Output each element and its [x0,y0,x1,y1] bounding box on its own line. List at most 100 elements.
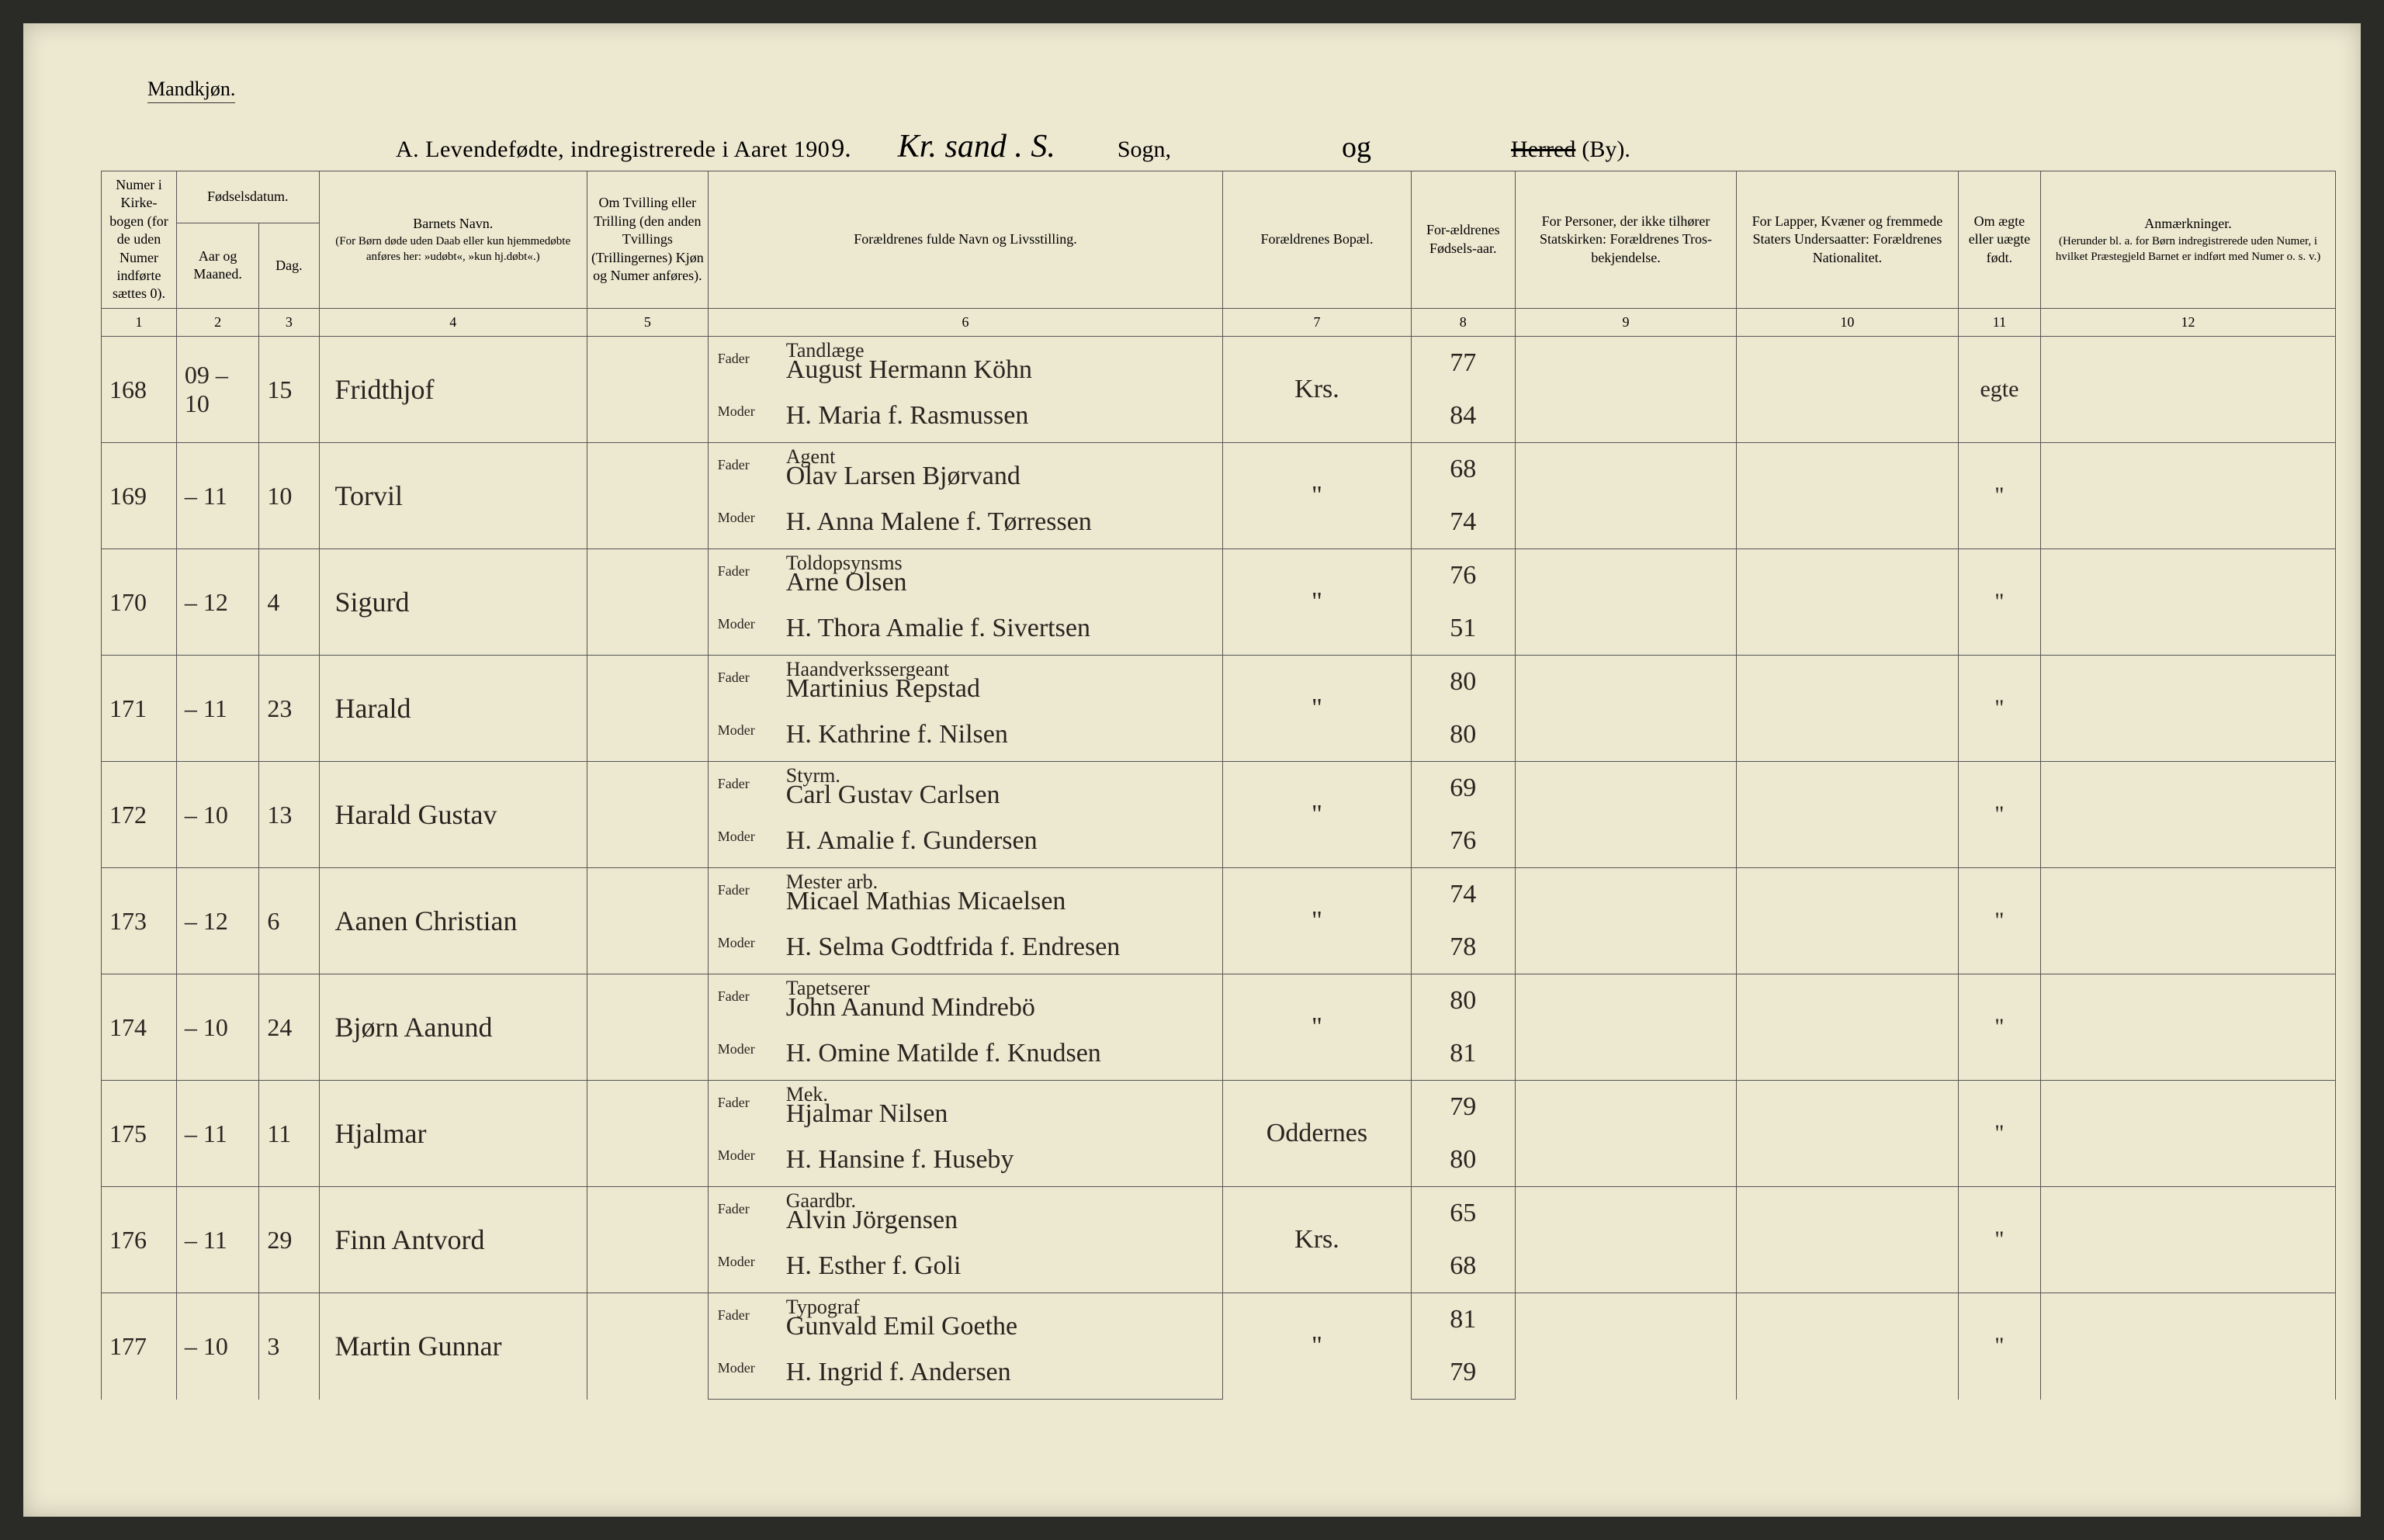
cell-twin [587,656,708,762]
mother-name: H. Ingrid f. Andersen [786,1358,1011,1386]
cell-day: 10 [259,443,319,549]
colnum: 12 [2041,308,2336,336]
role-label-father: Fader [718,563,750,580]
cell-yearmonth: – 10 [176,1293,258,1400]
cell-father: FaderMek.Hjalmar Nilsen [708,1081,1223,1134]
cell-father: FaderToldopsynsmsArne Olsen [708,549,1223,603]
cell-confession [1515,549,1736,656]
table-row: 171– 1123HaraldFaderHaandverkssergeantMa… [102,656,2336,709]
cell-number: 176 [102,1187,177,1293]
cell-mother: ModerH. Kathrine f. Nilsen [708,708,1223,762]
table-row: 169– 1110TorvilFaderAgentOlav Larsen Bjø… [102,443,2336,497]
by-label: (By). [1582,137,1630,163]
cell-remarks [2041,868,2336,974]
father-name: Micael Mathias Micaelsen [786,887,1066,915]
father-name: Gunvald Emil Goethe [786,1312,1017,1341]
cell-childname: Finn Antvord [319,1187,587,1293]
role-label-father: Fader [718,1307,750,1324]
cell-yearmonth: – 11 [176,1187,258,1293]
col-header-childname-sub: (For Børn døde uden Daab eller kun hjemm… [323,234,584,265]
cell-legitimacy: " [1958,762,2040,868]
cell-nationality [1737,868,1959,974]
colnum: 7 [1223,308,1411,336]
cell-childname: Sigurd [319,549,587,656]
cell-twin [587,868,708,974]
cell-residence: Oddernes [1223,1081,1411,1187]
cell-mother: ModerH. Ingrid f. Andersen [708,1346,1223,1400]
role-label-mother: Moder [718,935,755,951]
cell-confession [1515,974,1736,1081]
cell-confession [1515,1293,1736,1400]
cell-mother-birthyear: 78 [1411,921,1515,974]
col-header-residence: Forældrenes Bopæl. [1223,171,1411,309]
cell-mother: ModerH. Anna Malene f. Tørressen [708,496,1223,549]
cell-nationality [1737,1187,1959,1293]
mother-name: H. Maria f. Rasmussen [786,401,1029,430]
cell-father-birthyear: 69 [1411,762,1515,815]
col-header-day: Dag. [259,223,319,308]
col-header-remarks-top: Anmærkninger. [2144,216,2232,231]
cell-legitimacy: " [1958,656,2040,762]
mother-name: H. Hansine f. Huseby [786,1145,1014,1174]
father-name: Olav Larsen Bjørvand [786,462,1020,490]
cell-number: 173 [102,868,177,974]
cell-yearmonth: – 11 [176,656,258,762]
cell-residence: " [1223,1293,1411,1400]
col-header-parentbirth: For-ældrenes Fødsels-aar. [1411,171,1515,309]
cell-twin [587,1081,708,1187]
cell-twin [587,443,708,549]
father-name: Martinius Repstad [786,674,980,703]
cell-remarks [2041,1081,2336,1187]
cell-residence: " [1223,656,1411,762]
title-row: A. Levendefødte, indregistrerede i Aaret… [23,128,2384,165]
col-header-remarks: Anmærkninger. (Herunder bl. a. for Børn … [2041,171,2336,309]
cell-remarks [2041,656,2336,762]
cell-yearmonth: – 11 [176,1081,258,1187]
role-label-father: Fader [718,351,750,367]
role-label-mother: Moder [718,1041,755,1057]
cell-childname: Martin Gunnar [319,1293,587,1400]
cell-number: 170 [102,549,177,656]
cell-father: FaderHaandverkssergeantMartinius Repstad [708,656,1223,709]
cell-number: 171 [102,656,177,762]
cell-legitimacy: " [1958,974,2040,1081]
cell-residence: " [1223,549,1411,656]
role-label-father: Fader [718,457,750,473]
cell-twin [587,1187,708,1293]
cell-day: 4 [259,549,319,656]
cell-confession [1515,656,1736,762]
cell-father: FaderMester arb.Micael Mathias Micaelsen [708,868,1223,922]
colnum: 3 [259,308,319,336]
father-name: John Aanund Mindrebö [786,993,1035,1022]
cell-mother-birthyear: 68 [1411,1240,1515,1293]
table-row: 174– 1024Bjørn AanundFaderTapetsererJohn… [102,974,2336,1028]
col-header-twin: Om Tvilling eller Trilling (den anden Tv… [587,171,708,309]
title-prefix: A. Levendefødte, indregistrerede i Aaret… [396,137,830,163]
cell-mother-birthyear: 74 [1411,496,1515,549]
cell-number: 177 [102,1293,177,1400]
cell-father-birthyear: 80 [1411,974,1515,1028]
cell-number: 169 [102,443,177,549]
cell-father: FaderStyrm.Carl Gustav Carlsen [708,762,1223,815]
cell-mother-birthyear: 80 [1411,708,1515,762]
col-header-nationality: For Lapper, Kvæner og fremmede Staters U… [1737,171,1959,309]
cell-mother: ModerH. Selma Godtfrida f. Endresen [708,921,1223,974]
cell-residence: " [1223,762,1411,868]
column-number-row: 1 2 3 4 5 6 7 8 9 10 11 12 [102,308,2336,336]
cell-legitimacy: " [1958,868,2040,974]
role-label-mother: Moder [718,616,755,632]
cell-legitimacy: egte [1958,337,2040,443]
cell-nationality [1737,337,1959,443]
colnum: 8 [1411,308,1515,336]
cell-mother-birthyear: 79 [1411,1346,1515,1400]
cell-nationality [1737,443,1959,549]
cell-day: 23 [259,656,319,762]
ledger-table: Numer i Kirke-bogen (for de uden Numer i… [101,171,2336,1400]
role-label-mother: Moder [718,403,755,420]
cell-residence: " [1223,974,1411,1081]
cell-mother-birthyear: 51 [1411,602,1515,656]
cell-confession [1515,1081,1736,1187]
cell-residence: " [1223,868,1411,974]
role-label-father: Fader [718,1201,750,1217]
cell-day: 11 [259,1081,319,1187]
